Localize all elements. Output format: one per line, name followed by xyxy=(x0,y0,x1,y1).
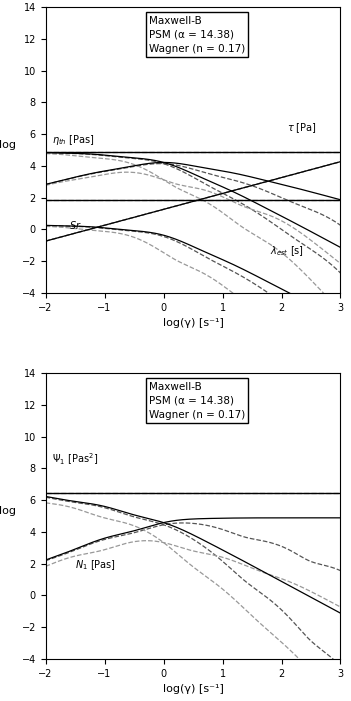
X-axis label: log(γ) [s⁻¹]: log(γ) [s⁻¹] xyxy=(163,684,224,694)
Text: Maxwell-B
PSM (α = 14.38)
Wagner (n = 0.17): Maxwell-B PSM (α = 14.38) Wagner (n = 0.… xyxy=(149,381,245,420)
Y-axis label: log: log xyxy=(0,506,16,516)
Text: $Sr$: $Sr$ xyxy=(69,219,82,231)
Text: Maxwell-B
PSM (α = 14.38)
Wagner (n = 0.17): Maxwell-B PSM (α = 14.38) Wagner (n = 0.… xyxy=(149,15,245,53)
Text: $\Psi_1$ [Pas$^2$]: $\Psi_1$ [Pas$^2$] xyxy=(52,452,98,468)
X-axis label: log(γ) [s⁻¹]: log(γ) [s⁻¹] xyxy=(163,318,224,328)
Text: $N_1$ [Pas]: $N_1$ [Pas] xyxy=(75,559,116,572)
Text: $\lambda_{est}$ [s]: $\lambda_{est}$ [s] xyxy=(270,244,304,258)
Text: $\tau$ [Pa]: $\tau$ [Pa] xyxy=(287,121,317,135)
Text: $\eta_{th}$ [Pas]: $\eta_{th}$ [Pas] xyxy=(52,133,94,147)
Y-axis label: log: log xyxy=(0,140,16,150)
